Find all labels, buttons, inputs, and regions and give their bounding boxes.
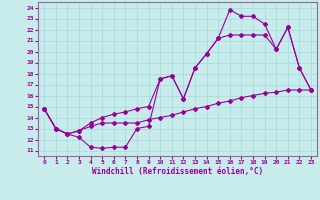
X-axis label: Windchill (Refroidissement éolien,°C): Windchill (Refroidissement éolien,°C) <box>92 167 263 176</box>
